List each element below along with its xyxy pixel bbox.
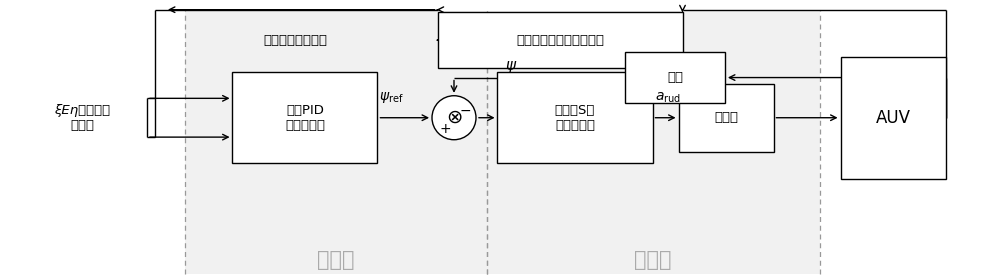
Bar <box>497 72 652 163</box>
Text: $\psi$: $\psi$ <box>505 59 517 75</box>
Bar <box>840 57 946 179</box>
Ellipse shape <box>432 96 476 140</box>
Bar <box>487 11 820 274</box>
Bar <box>438 12 683 68</box>
Bar <box>185 11 487 274</box>
Text: 经纬度或相对坐标: 经纬度或相对坐标 <box>263 34 327 47</box>
Text: $\psi_{\rm ref}$: $\psi_{\rm ref}$ <box>379 90 404 105</box>
Text: $a_{\rm rud}$: $a_{\rm rud}$ <box>655 91 681 105</box>
Bar <box>232 72 377 163</box>
Text: ⊗: ⊗ <box>446 108 462 127</box>
Text: +: + <box>439 122 451 136</box>
Text: 垂直舵: 垂直舵 <box>714 111 738 124</box>
Text: 自适应S面
航向控制器: 自适应S面 航向控制器 <box>555 104 595 132</box>
Text: −: − <box>459 104 471 118</box>
Text: AUV: AUV <box>876 109 910 127</box>
Text: 罗经: 罗经 <box>667 71 683 84</box>
Text: 执行层: 执行层 <box>634 250 672 270</box>
Text: 智能PID
航向制导器: 智能PID 航向制导器 <box>285 104 325 132</box>
Bar <box>678 84 774 152</box>
Bar <box>625 52 725 103</box>
Text: ξEη平面直线
段航线: ξEη平面直线 段航线 <box>54 104 110 132</box>
Text: 位置传感器或导航控制器: 位置传感器或导航控制器 <box>516 34 604 47</box>
Text: 规划层: 规划层 <box>317 250 355 270</box>
